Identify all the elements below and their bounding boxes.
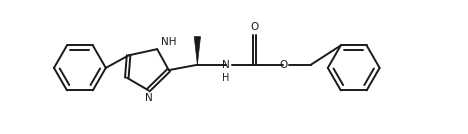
Text: O: O	[279, 60, 288, 70]
Polygon shape	[194, 37, 200, 65]
Text: O: O	[250, 22, 258, 32]
Text: NH: NH	[161, 37, 176, 47]
Text: H: H	[222, 73, 229, 83]
Text: N: N	[145, 93, 153, 103]
Text: N: N	[222, 60, 230, 70]
